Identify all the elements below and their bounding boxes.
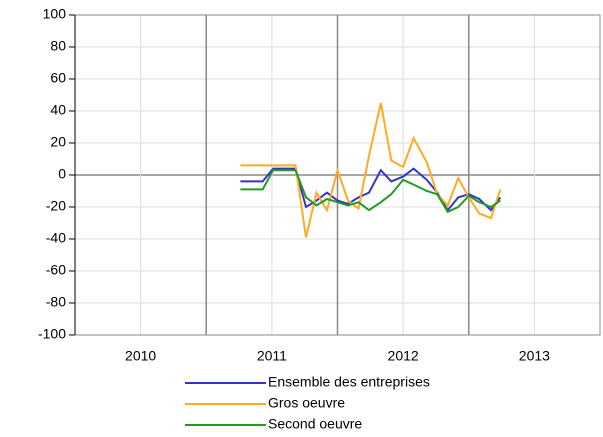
y-tick-label: -100	[38, 326, 66, 342]
y-tick-label: 60	[50, 70, 66, 86]
legend-label: Gros oeuvre	[268, 395, 345, 411]
y-tick-label: 0	[58, 166, 66, 182]
legend-label: Second oeuvre	[268, 416, 362, 432]
series-line	[240, 169, 501, 214]
x-tick-label: 2013	[519, 348, 550, 364]
y-tick-label: -80	[46, 294, 66, 310]
y-tick-label: 100	[43, 6, 67, 22]
series-line	[240, 102, 502, 238]
series-line	[240, 167, 502, 212]
y-tick-label: -20	[46, 198, 66, 214]
legend-label: Ensemble des entreprises	[268, 374, 430, 390]
y-tick-label: -40	[46, 230, 66, 246]
y-tick-label: 40	[50, 102, 66, 118]
y-tick-label: -60	[46, 262, 66, 278]
y-tick-label: 20	[50, 134, 66, 150]
x-tick-label: 2010	[125, 348, 156, 364]
x-tick-label: 2011	[257, 348, 287, 364]
y-tick-label: 80	[50, 38, 66, 54]
x-tick-label: 2012	[388, 348, 419, 364]
